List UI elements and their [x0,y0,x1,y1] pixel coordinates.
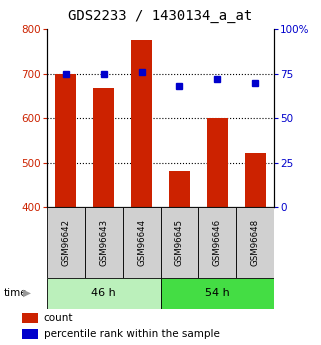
Text: 54 h: 54 h [205,288,230,298]
Text: ▶: ▶ [23,288,31,298]
Bar [169,170,190,207]
Bar [55,74,76,207]
Text: GSM96643: GSM96643 [99,219,108,266]
Text: GSM96645: GSM96645 [175,219,184,266]
FancyBboxPatch shape [47,278,160,309]
FancyBboxPatch shape [47,207,84,278]
FancyBboxPatch shape [198,207,237,278]
FancyBboxPatch shape [160,278,274,309]
FancyBboxPatch shape [160,207,198,278]
Text: percentile rank within the sample: percentile rank within the sample [44,329,220,339]
Text: GSM96642: GSM96642 [61,219,70,266]
Bar [207,118,228,207]
FancyBboxPatch shape [84,207,123,278]
Bar [22,329,38,339]
Bar [131,40,152,207]
Text: GDS2233 / 1430134_a_at: GDS2233 / 1430134_a_at [68,9,253,23]
Text: GSM96648: GSM96648 [251,219,260,266]
Text: GSM96646: GSM96646 [213,219,222,266]
Bar [93,88,114,207]
Text: GSM96644: GSM96644 [137,219,146,266]
Text: 46 h: 46 h [91,288,116,298]
Text: count: count [44,313,73,323]
FancyBboxPatch shape [123,207,160,278]
Text: time: time [3,288,27,298]
Bar [22,313,38,323]
FancyBboxPatch shape [237,207,274,278]
Bar [245,153,266,207]
